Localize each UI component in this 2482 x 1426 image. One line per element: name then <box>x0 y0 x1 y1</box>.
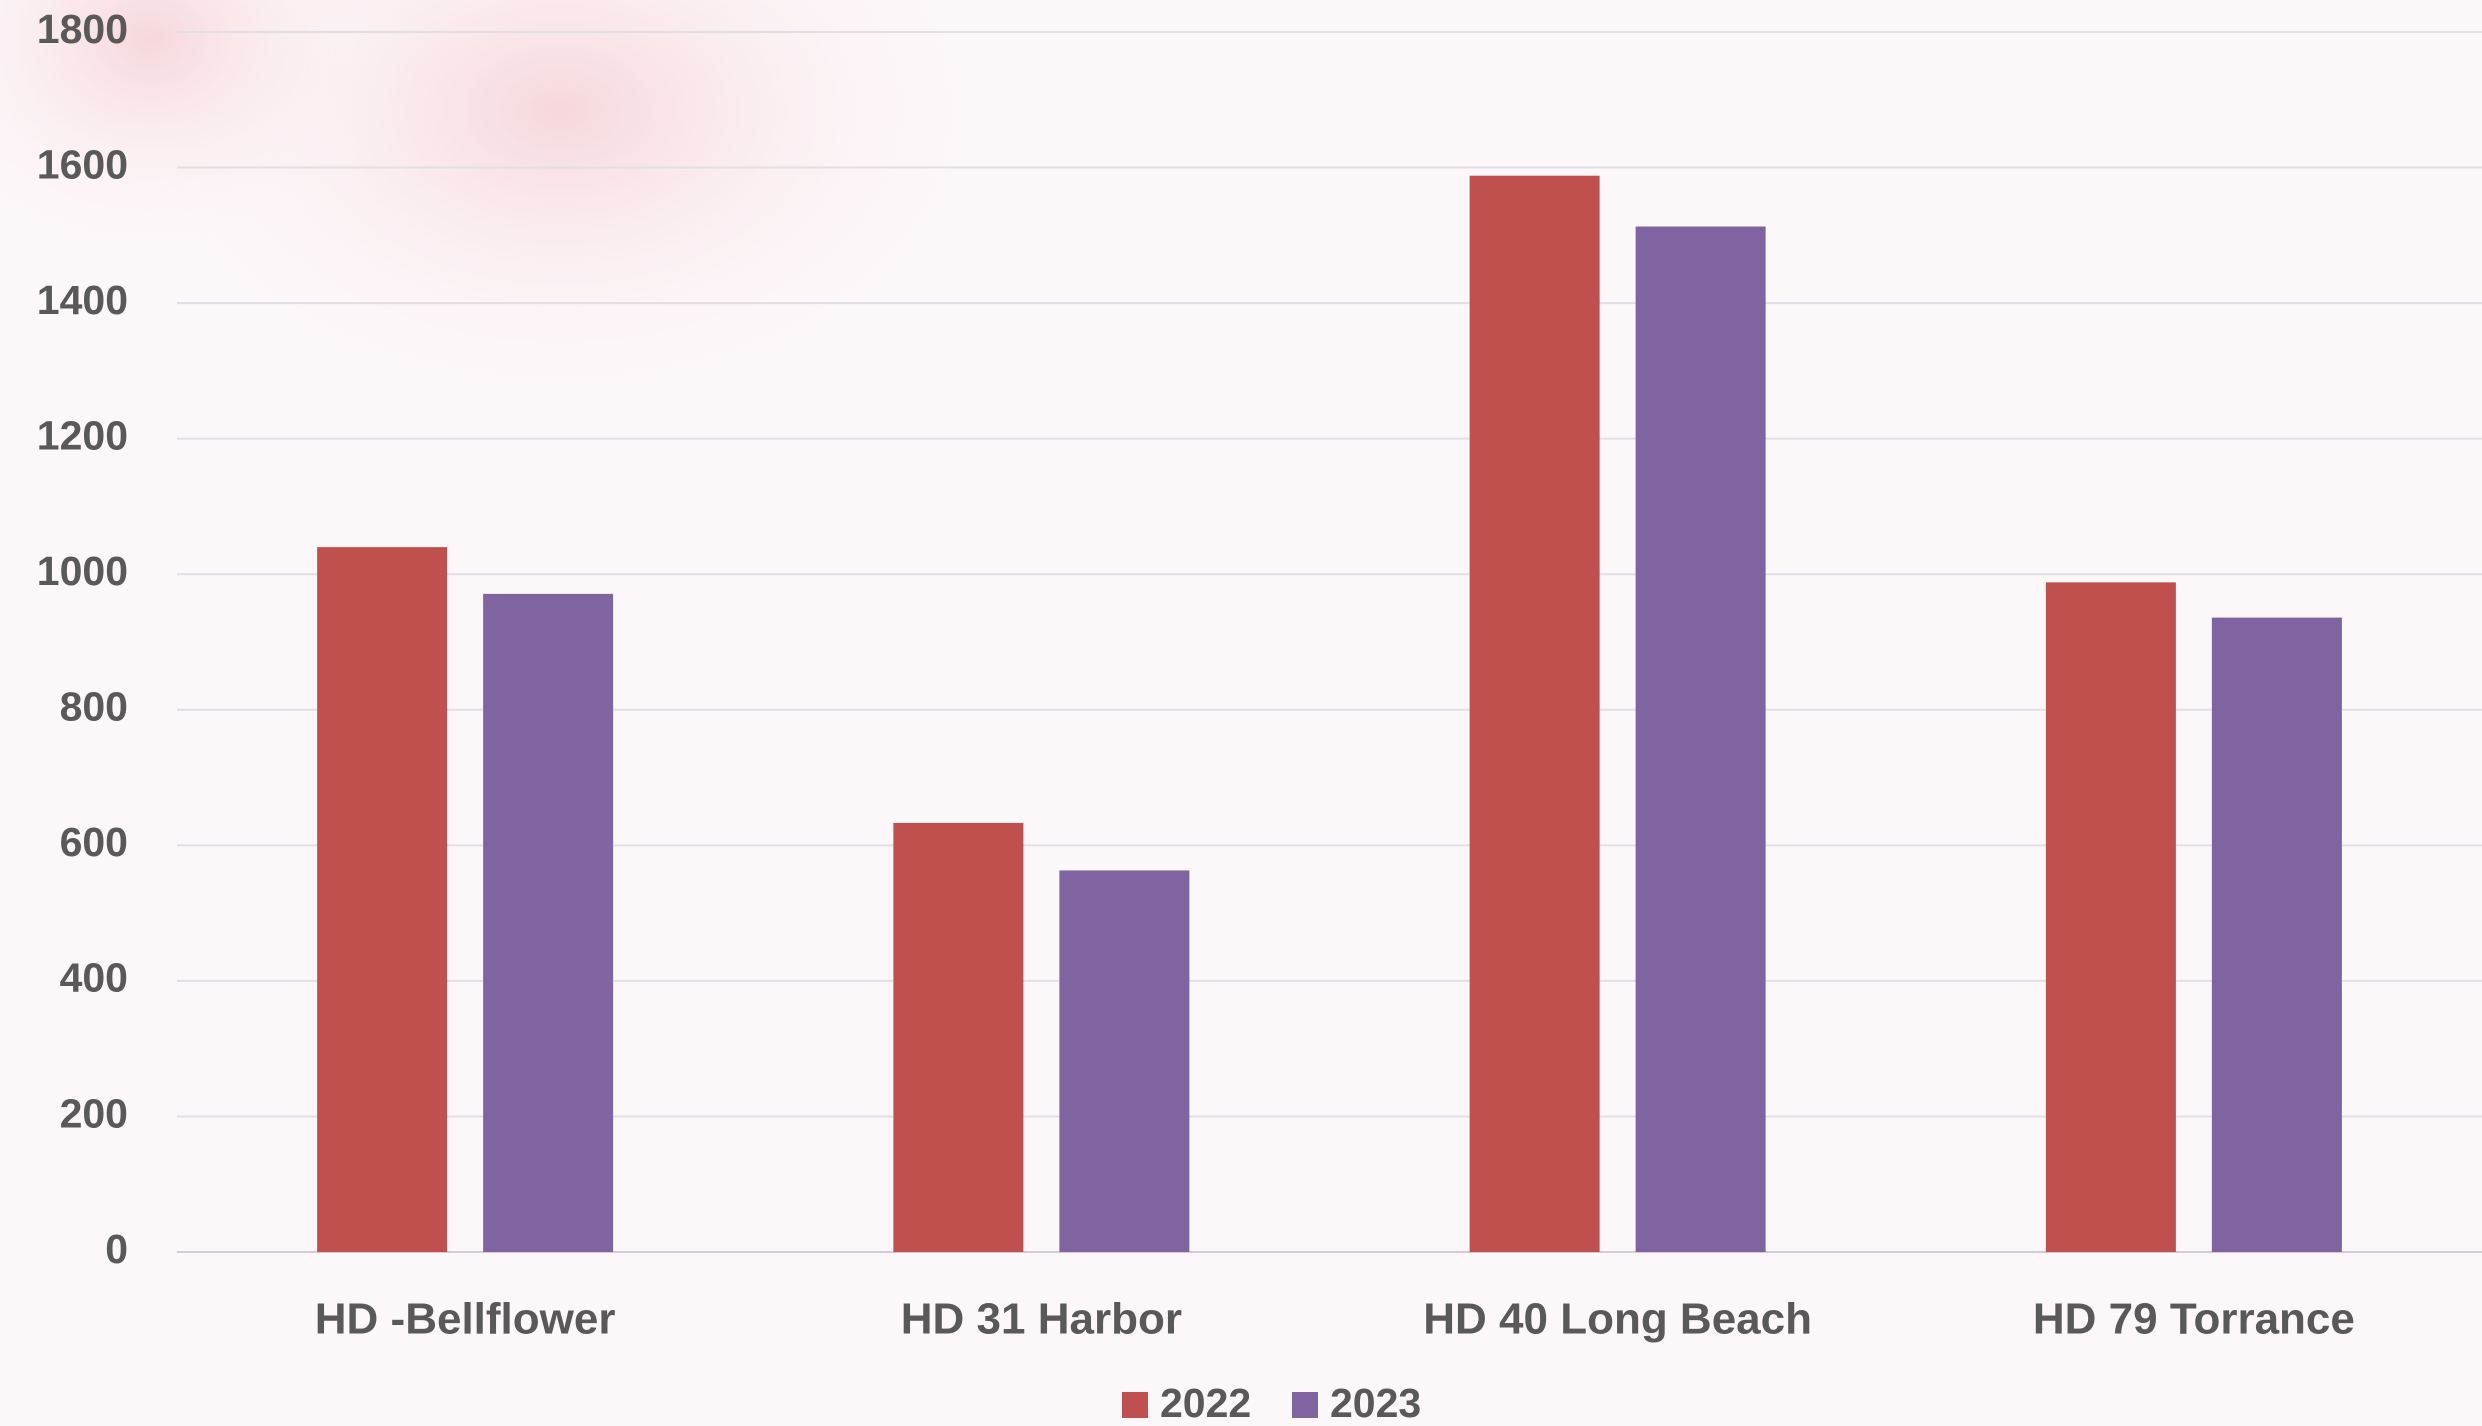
y-tick-label: 1800 <box>37 6 128 52</box>
x-tick-label: HD 79 Torrance <box>2033 1295 2355 1344</box>
legend-label: 2023 <box>1330 1380 1421 1426</box>
x-tick-label: HD 31 Harbor <box>901 1295 1182 1344</box>
legend-swatch <box>1292 1392 1318 1418</box>
y-tick-label: 0 <box>105 1226 128 1272</box>
x-tick-label: HD 40 Long Beach <box>1423 1295 1812 1344</box>
y-tick-label: 1200 <box>37 412 128 458</box>
decoration <box>0 0 410 260</box>
bar <box>1635 226 1766 1252</box>
y-tick-label: 1000 <box>37 548 128 594</box>
y-tick-label: 200 <box>60 1090 128 1136</box>
y-tick-label: 400 <box>60 955 128 1001</box>
bar <box>483 593 614 1252</box>
y-tick-label: 600 <box>60 819 128 865</box>
bar <box>1059 870 1190 1252</box>
y-tick-label: 1400 <box>37 277 128 323</box>
bar <box>893 822 1024 1252</box>
legend-swatch <box>1122 1392 1148 1418</box>
legend-label: 2022 <box>1160 1380 1251 1426</box>
y-tick-label: 800 <box>60 684 128 730</box>
bar <box>2045 582 2176 1252</box>
bar <box>1469 175 1600 1253</box>
bar <box>2211 617 2342 1252</box>
bar <box>317 547 448 1252</box>
x-tick-label: HD -Bellflower <box>315 1295 616 1344</box>
y-tick-label: 1600 <box>37 141 128 187</box>
